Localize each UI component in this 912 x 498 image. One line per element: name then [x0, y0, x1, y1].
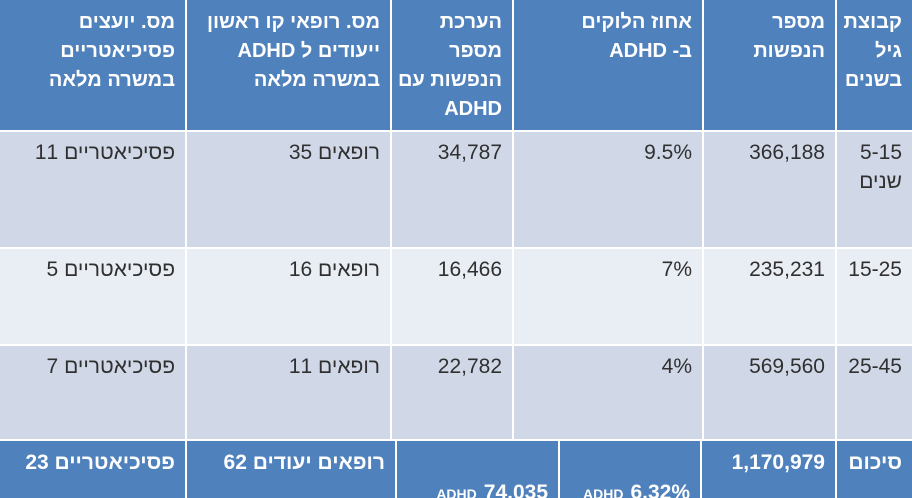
cell-age-group: 5-15 שנים	[837, 132, 912, 247]
total-adhd-percent-label: ADHD	[583, 486, 624, 498]
header-psychiatrists: מס. יועצים פסיכיאטריים במשרה מלאה	[0, 0, 185, 130]
cell-population: 366,188	[704, 132, 835, 247]
header-row: קבוצת גיל בשנים מספר הנפשות אחוז הלוקים …	[0, 0, 912, 130]
cell-population: 569,560	[704, 346, 835, 439]
cell-dedicated-doctors: 11 רופאים	[187, 346, 390, 439]
header-population: מספר הנפשות	[704, 0, 835, 130]
table-row-age-15-25: 15-25 235,231 7% 16,466 16 רופאים 5 פסיכ…	[0, 249, 912, 344]
cell-adhd-estimate: 16,466	[392, 249, 512, 344]
cell-psychiatrists: 5 פסיכיאטריים	[0, 249, 185, 344]
cell-adhd-percent: 9.5%	[514, 132, 702, 247]
total-dedicated-doctors: 62 רופאים יעודים	[187, 441, 395, 498]
header-adhd-estimate: הערכת מספר הנפשות עם ADHD	[392, 0, 512, 130]
header-adhd-percent: אחוז הלוקים ב- ADHD	[514, 0, 702, 130]
total-row-label: סיכום	[837, 441, 912, 498]
table-row-age-25-45: 25-45 569,560 4% 22,782 11 רופאים 7 פסיכ…	[0, 346, 912, 439]
table-row-age-5-15: 5-15 שנים 366,188 9.5% 34,787 35 רופאים …	[0, 132, 912, 247]
total-adhd-percent-value: 6.32%	[630, 481, 690, 498]
cell-adhd-estimate: 34,787	[392, 132, 512, 247]
cell-age-group: 15-25	[837, 249, 912, 344]
cell-dedicated-doctors: 35 רופאים	[187, 132, 390, 247]
total-psychiatrists: 23 פסיכיאטריים	[0, 441, 185, 498]
cell-psychiatrists: 11 פסיכיאטריים	[0, 132, 185, 247]
header-age-group: קבוצת גיל בשנים	[837, 0, 912, 130]
total-population: 1,170,979	[702, 441, 835, 498]
cell-population: 235,231	[704, 249, 835, 344]
cell-adhd-percent: 4%	[514, 346, 702, 439]
totals-row: סיכום 1,170,979 ADHD 6.32% ADHD 74,035 62 …	[0, 441, 912, 498]
cell-age-group: 25-45	[837, 346, 912, 439]
total-adhd-estimate-label: ADHD	[436, 486, 477, 498]
cell-adhd-estimate: 22,782	[392, 346, 512, 439]
cell-adhd-percent: 7%	[514, 249, 702, 344]
total-adhd-estimate: ADHD 74,035	[397, 441, 558, 498]
cell-psychiatrists: 7 פסיכיאטריים	[0, 346, 185, 439]
cell-dedicated-doctors: 16 רופאים	[187, 249, 390, 344]
header-dedicated-doctors: מס. רופאי קו ראשון ייעודים ל ADHD במשרה …	[187, 0, 390, 130]
total-adhd-percent: ADHD 6.32%	[560, 441, 700, 498]
total-adhd-estimate-value: 74,035	[483, 481, 548, 498]
